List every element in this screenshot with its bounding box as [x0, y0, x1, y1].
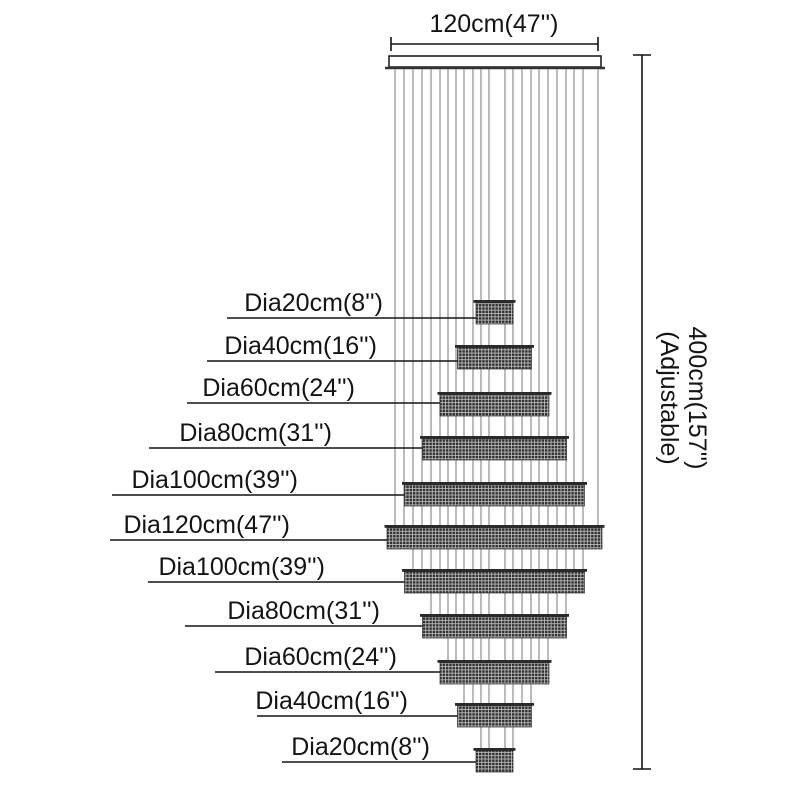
- ring-rim: [402, 569, 587, 572]
- ring-rim: [402, 482, 587, 485]
- ring-row-100cm-6: Dia100cm(39''): [148, 553, 587, 594]
- ring-crystal-bar: [457, 705, 532, 728]
- ring-row-120cm-5: Dia120cm(47''): [110, 511, 605, 550]
- ring-label: Dia60cm(24''): [202, 374, 355, 402]
- ring-row-80cm-3: Dia80cm(31''): [149, 419, 569, 461]
- ring-rim: [473, 300, 516, 303]
- height-label: 400cm(157'') (Adjustable): [655, 327, 711, 470]
- ring-label: Dia40cm(16''): [255, 687, 408, 715]
- ring-crystal-bar: [439, 394, 550, 417]
- ring-crystal-bar: [457, 347, 532, 370]
- ring-rim: [437, 392, 552, 395]
- ring-row-60cm-8: Dia60cm(24''): [215, 643, 552, 685]
- ring-row-80cm-7: Dia80cm(31''): [185, 597, 569, 639]
- ring-crystal-bar: [386, 527, 603, 550]
- top-width-measure: 120cm(47''): [390, 10, 599, 51]
- height-measure: 400cm(157'') (Adjustable): [633, 54, 711, 770]
- ring-label: Dia60cm(24''): [244, 643, 397, 671]
- ring-label: Dia20cm(8''): [291, 733, 430, 761]
- ring-label: Dia40cm(16''): [224, 332, 377, 360]
- ring-label: Dia80cm(31''): [179, 419, 332, 447]
- height-label-line1: 400cm(157''): [683, 327, 711, 470]
- crystal-rings: Dia20cm(8'') Dia40cm(16'') Dia60cm(24'') Di…: [110, 289, 605, 773]
- ring-row-20cm-10: Dia20cm(8''): [282, 733, 516, 773]
- ring-crystal-bar: [404, 571, 585, 594]
- ceiling-plate: [385, 55, 605, 70]
- ring-crystal-bar: [475, 302, 514, 325]
- ring-rim: [437, 660, 552, 663]
- ring-rim: [420, 436, 569, 439]
- ring-rim: [473, 748, 516, 751]
- ring-label: Dia20cm(8''): [244, 289, 383, 317]
- ring-row-100cm-4: Dia100cm(39''): [112, 466, 587, 507]
- ring-label: Dia100cm(39''): [131, 466, 298, 494]
- ring-label: Dia120cm(47''): [123, 511, 290, 539]
- top-width-label: 120cm(47''): [429, 10, 558, 38]
- ring-rim: [455, 345, 534, 348]
- ring-label: Dia80cm(31''): [227, 597, 380, 625]
- ring-crystal-bar: [404, 484, 585, 507]
- ring-rim: [384, 525, 605, 528]
- ring-crystal-bar: [422, 616, 567, 639]
- height-label-line2: (Adjustable): [655, 331, 683, 464]
- ring-row-40cm-9: Dia40cm(16''): [255, 687, 534, 728]
- ring-row-20cm-0: Dia20cm(8''): [227, 289, 516, 325]
- ring-row-60cm-2: Dia60cm(24''): [187, 374, 552, 417]
- ring-rim: [455, 703, 534, 706]
- ring-crystal-bar: [439, 662, 550, 685]
- ring-row-40cm-1: Dia40cm(16''): [207, 332, 534, 370]
- ring-rim: [420, 614, 569, 617]
- ceiling-plate-body: [388, 55, 602, 68]
- ring-crystal-bar: [422, 438, 567, 461]
- ring-label: Dia100cm(39''): [158, 553, 325, 581]
- ring-crystal-bar: [475, 750, 514, 773]
